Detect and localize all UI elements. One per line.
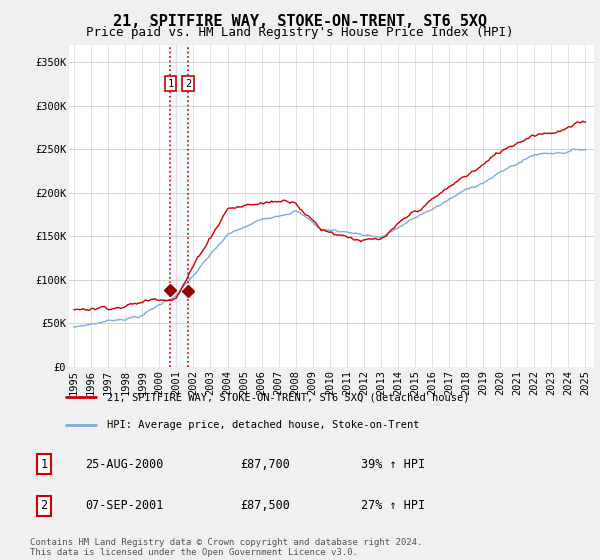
Text: Contains HM Land Registry data © Crown copyright and database right 2024.
This d: Contains HM Land Registry data © Crown c… — [30, 538, 422, 557]
Text: 21, SPITFIRE WAY, STOKE-ON-TRENT, ST6 5XQ (detached house): 21, SPITFIRE WAY, STOKE-ON-TRENT, ST6 5X… — [107, 392, 470, 402]
Text: 39% ↑ HPI: 39% ↑ HPI — [361, 458, 425, 471]
Text: £87,700: £87,700 — [240, 458, 290, 471]
Text: 2: 2 — [185, 78, 191, 88]
Text: 2: 2 — [40, 499, 47, 512]
Text: HPI: Average price, detached house, Stoke-on-Trent: HPI: Average price, detached house, Stok… — [107, 420, 420, 430]
Bar — [170, 45, 188, 367]
Text: Price paid vs. HM Land Registry's House Price Index (HPI): Price paid vs. HM Land Registry's House … — [86, 26, 514, 39]
Text: 1: 1 — [40, 458, 47, 471]
Text: 25-AUG-2000: 25-AUG-2000 — [85, 458, 164, 471]
Text: 21, SPITFIRE WAY, STOKE-ON-TRENT, ST6 5XQ: 21, SPITFIRE WAY, STOKE-ON-TRENT, ST6 5X… — [113, 14, 487, 29]
Text: £87,500: £87,500 — [240, 499, 290, 512]
Text: 07-SEP-2001: 07-SEP-2001 — [85, 499, 164, 512]
Text: 1: 1 — [167, 78, 173, 88]
Text: 27% ↑ HPI: 27% ↑ HPI — [361, 499, 425, 512]
